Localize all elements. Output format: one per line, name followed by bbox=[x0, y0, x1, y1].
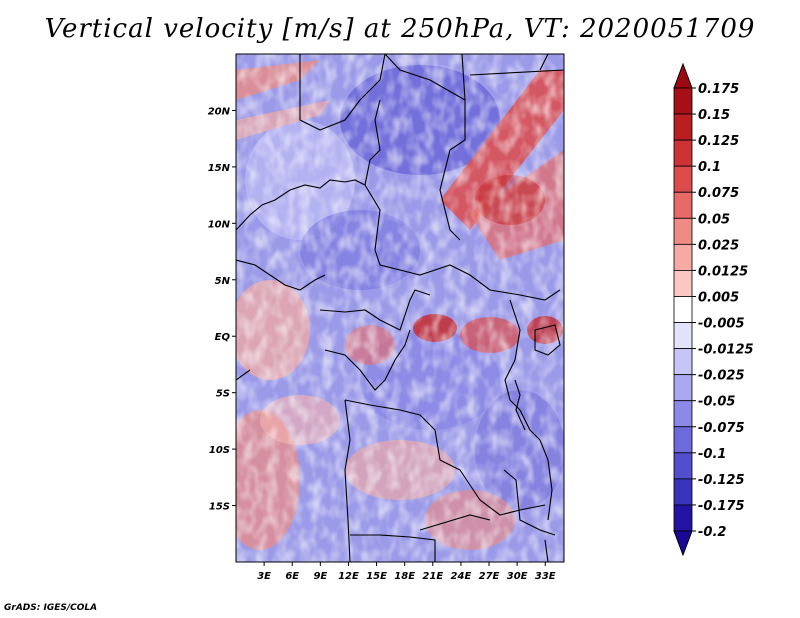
vertical-velocity-field bbox=[236, 54, 564, 562]
y-tick-label: 20N bbox=[208, 106, 231, 117]
colorbar-label: -0.075 bbox=[698, 421, 745, 436]
colorbar-swatch bbox=[673, 191, 693, 219]
map-frame bbox=[235, 53, 565, 563]
colorbar-under-arrow bbox=[673, 530, 693, 557]
y-tick-label: 15N bbox=[208, 163, 231, 174]
colorbar-swatch bbox=[673, 504, 693, 532]
x-tick-label: 9E bbox=[313, 571, 327, 582]
colorbar-swatch bbox=[673, 217, 693, 245]
x-tick-label: 24E bbox=[451, 571, 472, 582]
x-tick-label: 15E bbox=[366, 571, 387, 582]
colorbar-label: -0.2 bbox=[698, 525, 726, 540]
colorbar-label: -0.025 bbox=[698, 369, 745, 384]
colorbar: 0.175 0.15 0.125 0.1 0.075 0.05 0.025 0.0125 0.0… bbox=[673, 62, 754, 557]
colorbar-label: 0.1 bbox=[698, 160, 721, 175]
map-title: Vertical velocity [m/s] at 250hPa, VT: 2… bbox=[44, 14, 756, 44]
colorbar-swatch bbox=[673, 165, 693, 193]
colorbar-swatch bbox=[673, 296, 693, 323]
y-tick-label: 15S bbox=[209, 502, 230, 513]
colorbar-label: 0.0125 bbox=[698, 264, 748, 279]
y-tick-label: EQ bbox=[215, 332, 231, 343]
colorbar-label: -0.1 bbox=[698, 447, 726, 462]
colorbar-swatch bbox=[673, 400, 693, 428]
x-tick-label: 18E bbox=[394, 571, 415, 582]
colorbar-swatch bbox=[673, 452, 693, 480]
x-tick-label: 6E bbox=[285, 571, 299, 582]
x-tick-label: 30E bbox=[507, 571, 528, 582]
colorbar-swatch bbox=[673, 478, 693, 506]
y-tick-label: 5N bbox=[215, 276, 231, 287]
colorbar-swatch bbox=[673, 113, 693, 141]
colorbar-label: 0.005 bbox=[698, 290, 739, 305]
colorbar-label: -0.0125 bbox=[698, 343, 754, 358]
colorbar-swatch bbox=[673, 426, 693, 454]
latitude-axis: 20N 15N 10N 5N EQ 5S 10S 15S bbox=[208, 106, 236, 513]
country-borders bbox=[236, 54, 564, 562]
colorbar-swatch bbox=[673, 270, 693, 297]
colorbar-swatch bbox=[673, 87, 693, 115]
colorbar-swatch bbox=[673, 348, 693, 376]
x-tick-label: 33E bbox=[535, 571, 556, 582]
colorbar-swatch bbox=[673, 243, 693, 271]
longitude-axis: 3E 6E 9E 12E 15E 18E 21E 24E 27E 30E 33E bbox=[257, 562, 556, 582]
y-tick-label: 10S bbox=[209, 445, 230, 456]
x-tick-label: 21E bbox=[422, 571, 443, 582]
colorbar-label: 0.075 bbox=[698, 186, 739, 201]
colorbar-label: -0.125 bbox=[698, 473, 745, 488]
colorbar-label: -0.05 bbox=[698, 395, 735, 410]
colorbar-label: -0.175 bbox=[698, 499, 745, 514]
colorbar-label: 0.175 bbox=[698, 82, 739, 97]
colorbar-label: 0.15 bbox=[698, 108, 730, 123]
colorbar-label: 0.125 bbox=[698, 134, 739, 149]
x-tick-label: 12E bbox=[338, 571, 359, 582]
colorbar-swatch bbox=[673, 322, 693, 349]
colorbar-swatch bbox=[673, 374, 693, 402]
colorbar-label: 0.025 bbox=[698, 238, 739, 253]
x-tick-label: 27E bbox=[479, 571, 500, 582]
grads-credit: GrADS: IGES/COLA bbox=[4, 603, 98, 613]
y-tick-label: 10N bbox=[208, 219, 231, 230]
colorbar-over-arrow bbox=[673, 62, 693, 89]
colorbar-label: 0.05 bbox=[698, 212, 730, 227]
colorbar-label: -0.005 bbox=[698, 317, 745, 332]
x-tick-label: 3E bbox=[257, 571, 271, 582]
colorbar-swatch bbox=[673, 139, 693, 167]
y-tick-label: 5S bbox=[216, 389, 230, 400]
